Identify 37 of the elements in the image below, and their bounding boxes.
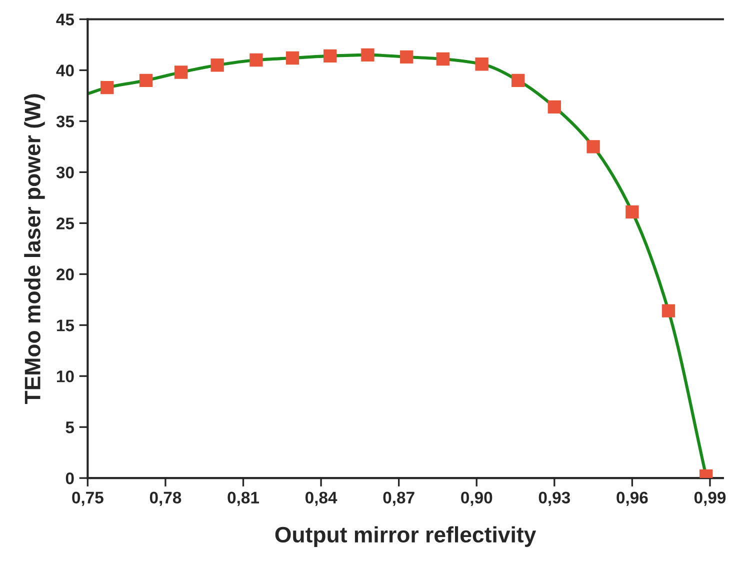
y-tick-label: 15 — [56, 320, 74, 332]
x-tick-label: 0,78 — [150, 492, 182, 506]
point — [286, 51, 300, 65]
y-tick-label: 5 — [66, 422, 74, 434]
point — [400, 50, 414, 64]
point — [250, 53, 263, 67]
x-tick-label: 0,84 — [305, 492, 338, 506]
point — [586, 140, 600, 154]
point — [512, 74, 525, 88]
x-tick-label: 0,90 — [461, 492, 492, 506]
point — [100, 80, 114, 94]
point — [361, 48, 374, 62]
point — [626, 205, 639, 219]
point — [548, 100, 561, 114]
point — [139, 74, 153, 88]
x-tick-label: 0,96 — [616, 492, 648, 506]
x-axis-title: Output mirror reflectivity — [275, 526, 536, 547]
y-tick-label: 10 — [56, 370, 74, 382]
y-tick-label: 0 — [66, 472, 74, 484]
point — [174, 66, 188, 79]
point — [324, 49, 337, 63]
x-tick-label: 0,87 — [383, 492, 414, 506]
y-tick-label: 35 — [56, 116, 74, 128]
point — [210, 58, 224, 72]
x-tick-label: 0,75 — [72, 492, 104, 506]
x-tick-label: 0,81 — [228, 492, 260, 506]
y-tick-label: 45 — [56, 14, 74, 26]
point — [436, 52, 450, 66]
y-tick-label: 25 — [56, 218, 74, 230]
y-tick-label: 30 — [56, 166, 74, 178]
y-axis-title: TEMoo mode laser power (W) — [24, 94, 45, 404]
x-tick-label: 0,93 — [538, 492, 570, 506]
y-tick-label: 40 — [56, 64, 74, 76]
y-tick-label: 20 — [56, 268, 74, 280]
x-tick-label: 0,99 — [694, 492, 726, 506]
point — [475, 58, 488, 71]
point — [662, 304, 676, 318]
